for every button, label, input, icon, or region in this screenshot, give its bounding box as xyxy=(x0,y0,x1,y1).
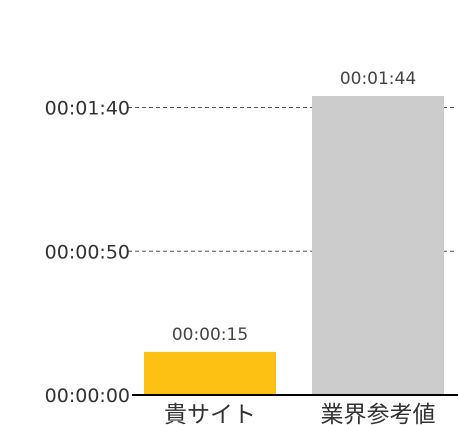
y-axis-ticks: 00:00:00 00:00:50 00:01:40 xyxy=(45,98,130,408)
bar xyxy=(144,351,276,395)
data-label: 00:01:44 xyxy=(340,69,416,89)
y-tick-label: 00:01:40 xyxy=(45,98,130,120)
bars xyxy=(144,96,444,395)
category-label: 業界参考値 xyxy=(321,402,436,425)
y-tick-label: 00:00:50 xyxy=(45,241,130,263)
category-labels: 貴サイト 業界参考値 xyxy=(164,402,436,425)
y-tick-label: 00:00:00 xyxy=(45,385,130,407)
data-label: 00:00:15 xyxy=(172,325,248,345)
data-labels: 00:00:15 00:01:44 xyxy=(172,69,416,345)
category-label: 貴サイト xyxy=(164,402,256,425)
bar xyxy=(312,96,444,395)
